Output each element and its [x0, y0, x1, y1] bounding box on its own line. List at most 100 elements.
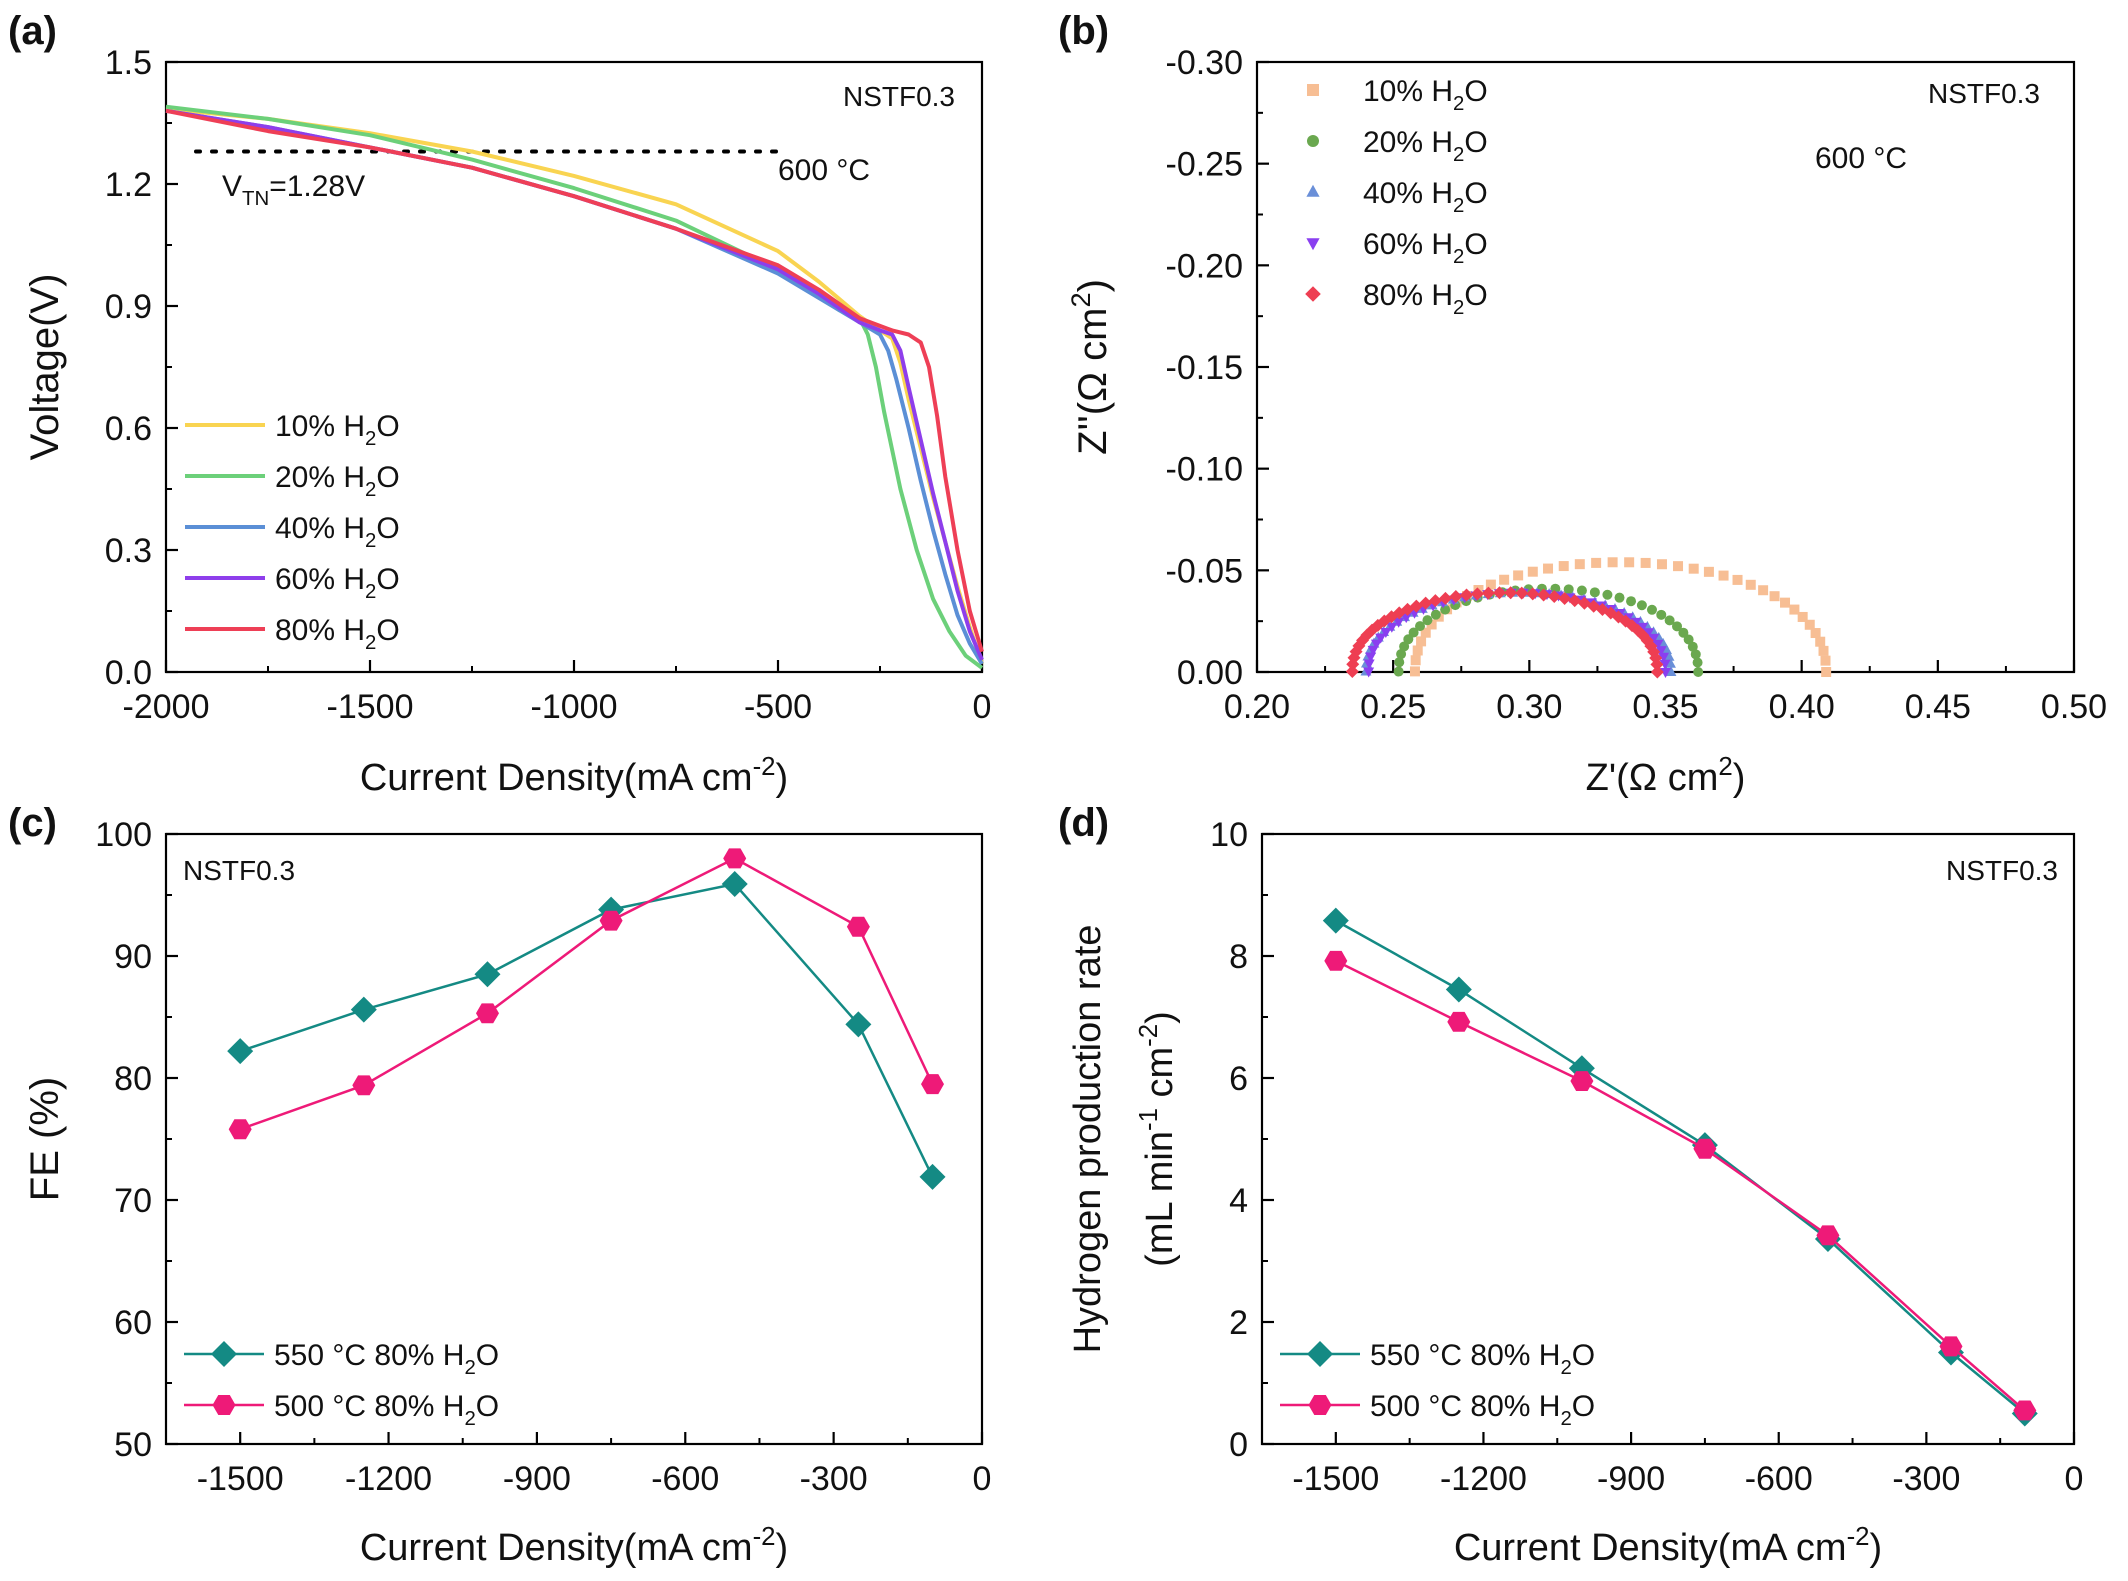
- panel-b-point: [1692, 657, 1703, 668]
- panel-b-legend-label-part: 2: [1453, 93, 1464, 115]
- panel-b-legend-marker: [1305, 286, 1321, 302]
- panel-b-point: [1485, 579, 1496, 590]
- panel-b-point: [1758, 585, 1769, 596]
- panel-c-series: [228, 848, 944, 1140]
- panel-b-point: [1780, 597, 1791, 608]
- panel-b: 0.20 0.25 0.30 0.35 0.40 0.45 0.50 0.00 -0.05 -0.…: [1058, 9, 2107, 799]
- panel-b-point: [1375, 633, 1387, 644]
- panel-b-point: [1430, 609, 1441, 620]
- panel-b-xtick-label: 0.45: [1905, 688, 1971, 726]
- panel-a-legend-label-part: 60% H: [275, 563, 365, 596]
- panel-c-legend-label-part: 2: [464, 1408, 475, 1430]
- panel-b-point: [1416, 636, 1427, 647]
- panel-a-legend-label-part: O: [376, 410, 399, 443]
- panel-c-xtick-label: -1500: [197, 1460, 284, 1498]
- panel-b-point: [1815, 636, 1826, 647]
- panel-b-ylabel-part: ): [1071, 279, 1115, 292]
- panel-d-legend-label-part: 500 °C 80% H: [1370, 1390, 1560, 1423]
- panel-c-point: [599, 910, 623, 931]
- panel-b-xtick-label: 0.40: [1769, 688, 1835, 726]
- panel-b-point: [1393, 666, 1404, 677]
- panel-d-xlabel-part: ): [1870, 1527, 1883, 1569]
- panel-a-legend-label: 10% H2O: [275, 410, 400, 450]
- panel-b-point: [1810, 628, 1821, 639]
- panel-b-legend-marker: [1307, 135, 1319, 147]
- panel-a-legend-label-part: 2: [365, 632, 376, 654]
- panel-b-ylabel-part: Z''(Ω cm: [1071, 308, 1115, 455]
- panel-b-point: [1412, 645, 1423, 656]
- panel-d-point: [1445, 976, 1472, 1003]
- panel-c-legend-marker: [211, 1341, 237, 1367]
- panel-b-point: [1718, 570, 1729, 581]
- panel-a-legend-label-part: 20% H: [275, 461, 365, 494]
- panel-c-xtick-label: -600: [651, 1460, 719, 1498]
- panel-d-ylabel-line2-part: (mL min: [1139, 1131, 1181, 1267]
- panel-d-ylabel-line2-part: cm: [1139, 1047, 1181, 1108]
- panel-b-point: [1449, 589, 1463, 603]
- panel-c-xlabel: Current Density(mA cm-2): [360, 1523, 788, 1569]
- panel-c-point: [352, 1075, 376, 1096]
- panel-b-point: [1400, 613, 1412, 624]
- panel-c-legend-label-part: O: [476, 1390, 499, 1423]
- panel-c-label: (c): [8, 801, 57, 845]
- panel-a-ytick-label: 0.3: [105, 532, 152, 570]
- panel-d-point: [1693, 1138, 1717, 1159]
- panel-d-legend-marker: [1308, 1395, 1332, 1415]
- panel-c-xtick-label: -300: [800, 1460, 868, 1498]
- panel-c-xlabel-part: ): [776, 1527, 789, 1569]
- panel-b-point: [1769, 591, 1780, 602]
- panel-d-legend-label-part: 2: [1560, 1357, 1571, 1379]
- panel-b-point: [1602, 589, 1613, 600]
- panel-c-legend-label-part: 550 °C 80% H: [274, 1339, 464, 1372]
- panel-d-legend-label-part: O: [1572, 1339, 1595, 1372]
- panel-a-ytick-label: 1.5: [105, 44, 152, 82]
- panel-c-point: [845, 1011, 872, 1038]
- panel-a-vtn-label-part: TN: [242, 188, 269, 210]
- panel-d-legend-label: 500 °C 80% H2O: [1370, 1390, 1595, 1430]
- panel-a-legend-label-part: O: [376, 461, 399, 494]
- panel-c-legend-label: 500 °C 80% H2O: [274, 1390, 499, 1430]
- panel-b-legend-label-part: 2: [1453, 246, 1464, 268]
- panel-b-legend-label-part: O: [1464, 75, 1487, 108]
- panel-b-point: [1614, 592, 1625, 603]
- panel-b-xlabel-part: 2: [1718, 753, 1732, 781]
- panel-b-point: [1650, 665, 1664, 679]
- panel-b-point: [1574, 559, 1585, 570]
- panel-c-point: [723, 848, 747, 869]
- panel-c-xtick-label: 0: [973, 1460, 992, 1498]
- panel-b-point: [1576, 585, 1587, 596]
- panel-b-legend-label: 60% H2O: [1363, 228, 1488, 268]
- panel-a-legend-label-part: 40% H: [275, 512, 365, 545]
- panel-d-xlabel: Current Density(mA cm-2): [1454, 1523, 1882, 1569]
- panel-b-point: [1527, 566, 1538, 577]
- panel-b-point: [1626, 596, 1637, 607]
- panel-d-legend-label: 550 °C 80% H2O: [1370, 1339, 1595, 1379]
- panel-a-ytick-label: 0.0: [105, 654, 152, 692]
- panel-d-legend-label-part: 2: [1560, 1408, 1571, 1430]
- panel-d-ytick-label: 0: [1229, 1426, 1248, 1464]
- panel-b-point: [1656, 559, 1667, 570]
- panel-b-point: [1821, 667, 1832, 677]
- panel-b-legend-label: 20% H2O: [1363, 126, 1488, 166]
- panel-b-point: [1637, 622, 1649, 633]
- panel-d-legend-label-part: 550 °C 80% H: [1370, 1339, 1560, 1372]
- panel-b-point: [1415, 621, 1426, 632]
- panel-d-point: [2013, 1400, 2037, 1421]
- panel-b-point: [1420, 627, 1431, 638]
- panel-b-point: [1558, 561, 1569, 572]
- panel-b-point: [1664, 615, 1675, 626]
- panel-c-point: [474, 961, 501, 988]
- panel-a-xtick-label: 0: [973, 688, 992, 726]
- panel-d-ylabel-line2-part: -1: [1135, 1108, 1163, 1131]
- panel-b-point: [1652, 639, 1664, 650]
- panel-c-ytick-label: 60: [114, 1304, 152, 1342]
- panel-b-legend-marker: [1306, 184, 1320, 197]
- panel-b-point: [1646, 604, 1657, 615]
- panel-c-xlabel-part: -2: [753, 1523, 776, 1551]
- panel-a-legend-label: 20% H2O: [275, 461, 400, 501]
- panel-d-sample: NSTF0.3: [1946, 855, 2058, 886]
- panel-a-ytick-label: 1.2: [105, 166, 152, 204]
- panel-d-point: [1570, 1071, 1594, 1091]
